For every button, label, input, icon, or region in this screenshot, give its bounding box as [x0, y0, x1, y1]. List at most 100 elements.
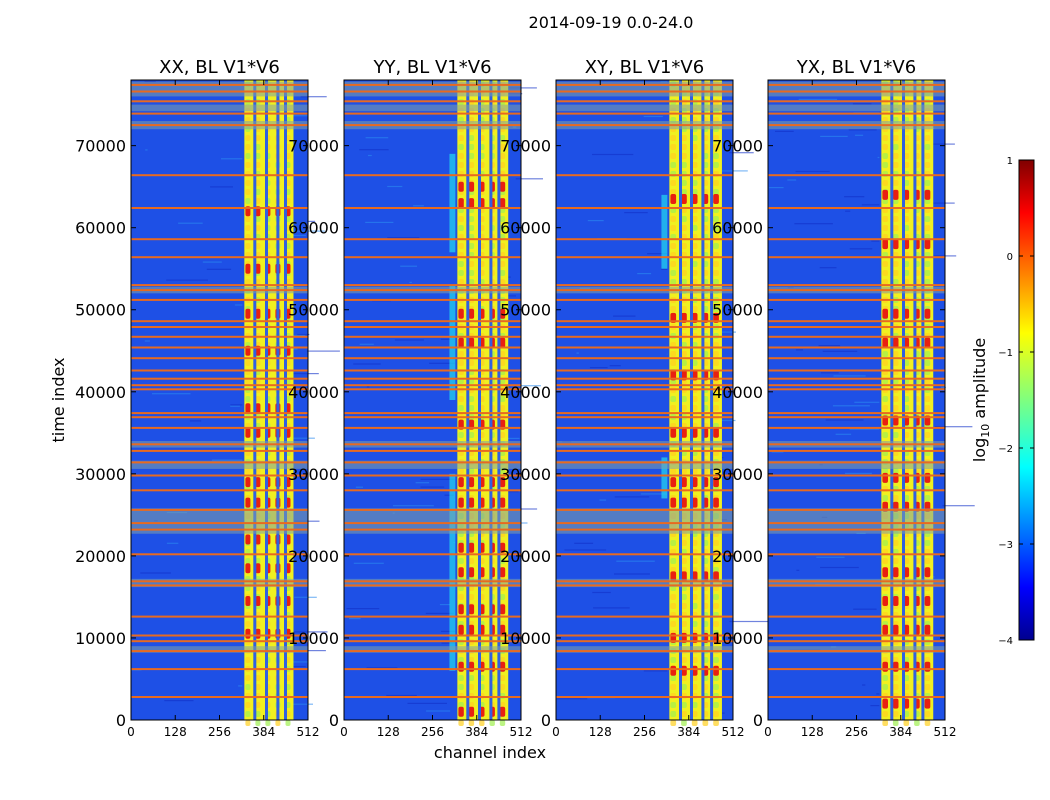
band-cell — [245, 468, 251, 474]
band-cell — [255, 135, 261, 141]
hot-cell — [892, 189, 899, 200]
band-cell — [670, 153, 677, 159]
noise-streak — [425, 612, 454, 614]
noise-streak — [564, 549, 607, 551]
band-cell — [681, 306, 687, 312]
flag-line — [768, 124, 945, 127]
column-gap — [690, 80, 693, 720]
band-cell — [681, 405, 687, 411]
band-cell — [458, 261, 464, 267]
band-cell — [691, 189, 698, 195]
band-cell — [924, 711, 931, 717]
band-cell — [882, 675, 888, 681]
flag-line — [131, 357, 308, 360]
band-cell — [670, 621, 677, 627]
band-cell — [681, 144, 687, 150]
band-cell — [468, 216, 475, 222]
flag-line — [556, 384, 733, 387]
column-gap — [913, 80, 917, 720]
noise-streak — [624, 212, 648, 214]
hot-cell — [245, 403, 251, 414]
x-tick-label: 512 — [722, 725, 745, 739]
flag-line — [131, 412, 308, 415]
flag-line — [556, 489, 733, 492]
band-cell — [882, 261, 888, 267]
hot-cell — [245, 477, 251, 488]
noise-streak — [832, 405, 870, 407]
noise-streak — [844, 196, 865, 198]
band-cell — [499, 405, 506, 411]
band-cell — [882, 657, 888, 663]
band-cell — [670, 657, 677, 663]
flag-line — [131, 335, 308, 338]
flag-line — [131, 615, 308, 618]
hot-cell — [458, 198, 464, 209]
hot-cell — [468, 567, 475, 578]
band-cell — [458, 279, 464, 285]
hot-cell — [458, 706, 464, 717]
hot-cell — [681, 194, 687, 204]
hot-cell — [468, 198, 475, 209]
noise-streak — [415, 482, 430, 484]
flag-line — [131, 388, 308, 391]
figure-title: 2014-09-19 0.0-24.0 — [529, 13, 694, 32]
flag-line — [344, 508, 521, 511]
band-cell — [499, 162, 506, 168]
flag-line — [768, 443, 945, 446]
hot-cell — [681, 427, 687, 438]
band-cell — [499, 468, 506, 474]
band-cell — [458, 702, 464, 708]
band-cell — [713, 162, 719, 168]
band-cell — [691, 360, 698, 366]
band-cell — [681, 225, 687, 231]
flag-line — [768, 100, 945, 103]
flag-line — [131, 522, 308, 525]
hot-cell — [670, 477, 677, 488]
noise-streak — [820, 135, 848, 137]
band-cell — [468, 279, 475, 285]
hot-cell — [468, 542, 475, 553]
flag-line — [344, 346, 521, 349]
column-gap — [265, 80, 268, 720]
band-cell — [255, 621, 261, 627]
band-cell — [468, 270, 475, 276]
flag-line — [344, 174, 521, 177]
hot-cell — [255, 308, 261, 319]
band-cell — [892, 135, 899, 141]
flag-line — [768, 112, 945, 115]
y-tick-label: 60000 — [75, 219, 126, 238]
band-cell — [681, 468, 687, 474]
hot-cell — [458, 497, 464, 508]
flag-line — [131, 124, 308, 127]
flag-line — [556, 634, 733, 637]
x-tick-label: 512 — [934, 725, 957, 739]
y-tick-label: 70000 — [712, 137, 763, 156]
band-cell — [924, 405, 931, 411]
band-cell — [670, 396, 677, 402]
band-cell — [713, 279, 719, 285]
noise-streak — [818, 345, 841, 347]
flag-line — [768, 284, 945, 287]
hot-cell — [882, 698, 888, 709]
band-cell — [882, 279, 888, 285]
band-cell — [255, 468, 261, 474]
flag-line — [556, 580, 733, 583]
flag-line — [556, 207, 733, 209]
colorbar-tick-label: −1 — [998, 348, 1013, 359]
column-gap — [478, 80, 481, 720]
hot-cell — [468, 604, 475, 615]
hot-cell — [468, 706, 475, 717]
noise-streak — [614, 573, 650, 575]
band-cell — [468, 261, 475, 267]
band-cell — [691, 270, 698, 276]
flag-line — [768, 615, 945, 618]
flagged-block — [768, 646, 945, 653]
flag-line — [344, 335, 521, 338]
band-cell — [245, 279, 251, 285]
flag-line — [344, 489, 521, 492]
hot-cell — [924, 472, 931, 483]
band-cell — [468, 135, 475, 141]
noise-streak — [771, 451, 784, 453]
hot-cell — [458, 181, 464, 192]
band-cell — [713, 702, 719, 708]
